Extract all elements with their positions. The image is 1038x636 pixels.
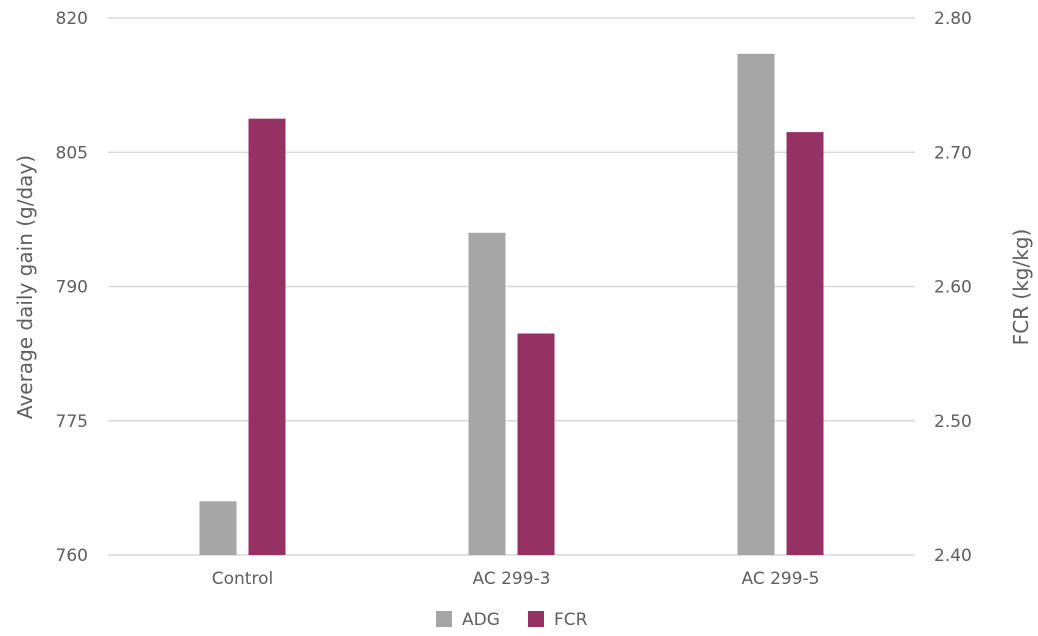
bar-adg	[199, 501, 237, 555]
gridlines	[108, 17, 915, 556]
bar-adg	[468, 232, 506, 556]
legend: ADG FCR	[436, 610, 588, 630]
right-tick-label: 2.40	[934, 546, 972, 566]
x-axis-ticks: Control AC 299-3 AC 299-5	[212, 569, 820, 589]
left-tick-label: 790	[56, 278, 88, 298]
left-axis-ticks: 760 775 790 805 820	[56, 9, 88, 566]
right-tick-label: 2.70	[934, 143, 972, 163]
left-tick-label: 805	[56, 143, 88, 163]
right-tick-label: 2.60	[934, 278, 972, 298]
legend-swatch-fcr	[528, 611, 544, 627]
right-tick-label: 2.50	[934, 412, 972, 432]
legend-swatch-adg	[436, 611, 452, 627]
right-axis-ticks: 2.40 2.50 2.60 2.70 2.80	[934, 9, 972, 566]
right-axis-title: FCR (kg/kg)	[1009, 229, 1033, 346]
x-tick-label: AC 299-3	[472, 569, 550, 589]
x-tick-label: AC 299-5	[741, 569, 819, 589]
bar-fcr	[248, 118, 286, 555]
left-tick-label: 820	[56, 9, 88, 29]
bar-fcr	[517, 333, 555, 555]
left-tick-label: 775	[56, 412, 88, 432]
legend-label-adg: ADG	[462, 610, 500, 630]
left-tick-label: 760	[56, 546, 88, 566]
x-tick-label: Control	[212, 569, 273, 589]
bar-fcr	[786, 132, 824, 556]
bar-group	[199, 53, 824, 556]
left-axis-title: Average daily gain (g/day)	[13, 155, 37, 419]
bar-adg	[737, 53, 775, 556]
right-tick-label: 2.80	[934, 9, 972, 29]
legend-label-fcr: FCR	[554, 610, 588, 630]
